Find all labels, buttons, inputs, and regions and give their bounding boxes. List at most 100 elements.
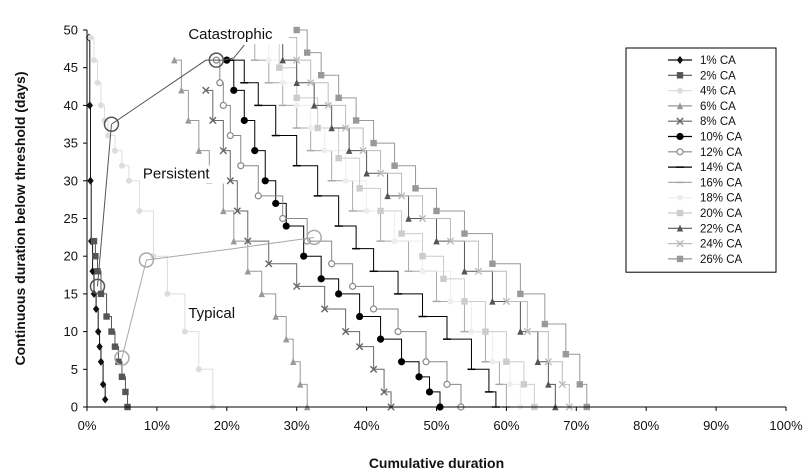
series-line xyxy=(216,59,462,407)
data-point xyxy=(328,260,336,268)
data-point xyxy=(185,116,192,124)
data-point xyxy=(398,230,405,237)
data-point xyxy=(272,199,280,208)
series-line xyxy=(205,89,392,407)
data-point xyxy=(300,252,308,260)
marker-stroke xyxy=(376,169,385,177)
legend-marker xyxy=(676,148,684,156)
data-point xyxy=(293,26,300,34)
data-point xyxy=(544,358,553,366)
annotation-typical: Typical xyxy=(188,305,235,322)
data-point xyxy=(195,146,203,154)
threshold-line xyxy=(96,124,112,287)
data-point xyxy=(363,207,370,214)
annotation-catastrophic: Catastrophic xyxy=(188,26,273,43)
data-point xyxy=(391,238,398,245)
data-point xyxy=(111,147,118,154)
marker-stroke xyxy=(341,327,350,336)
data-point xyxy=(265,260,273,268)
marker-stroke xyxy=(293,56,301,64)
data-point xyxy=(209,116,217,125)
data-point xyxy=(108,328,115,335)
data-point xyxy=(419,268,426,275)
threshold-circle xyxy=(114,350,130,366)
data-point xyxy=(87,34,94,41)
series-line xyxy=(261,37,535,407)
y-tick-label: 10 xyxy=(64,324,78,339)
threshold-line xyxy=(121,236,315,359)
legend-item: 2% CA xyxy=(668,70,736,82)
data-point xyxy=(181,328,188,335)
data-point xyxy=(523,327,532,336)
data-point xyxy=(380,388,388,396)
annotation-bg xyxy=(186,26,289,45)
marker-stroke xyxy=(380,388,388,396)
series-line xyxy=(282,37,570,407)
legend-label: 12% CA xyxy=(700,147,743,159)
legend-item: 26% CA xyxy=(668,254,743,266)
data-point xyxy=(447,298,454,305)
legend-marker xyxy=(677,194,683,201)
legend-marker xyxy=(677,87,683,94)
data-point xyxy=(482,328,489,335)
legend-box xyxy=(625,47,777,273)
legend-label: 26% CA xyxy=(700,254,743,266)
series-12-ca xyxy=(212,56,465,411)
data-point xyxy=(440,275,447,283)
data-point xyxy=(376,169,385,177)
data-point xyxy=(363,169,370,177)
y-tick-label: 5 xyxy=(71,362,78,377)
data-point xyxy=(415,373,423,381)
series-line xyxy=(226,59,441,407)
x-tick-label: 70% xyxy=(563,418,589,433)
marker-stroke xyxy=(265,260,273,268)
data-point xyxy=(122,388,129,396)
legend-label: 14% CA xyxy=(700,162,743,174)
data-point xyxy=(261,177,269,185)
threshold-circle xyxy=(138,252,155,268)
legend-label: 24% CA xyxy=(700,239,743,251)
data-point xyxy=(446,237,455,245)
marker-stroke xyxy=(293,282,301,291)
data-point xyxy=(118,373,126,381)
series-10-ca xyxy=(223,56,444,411)
threshold-circle xyxy=(103,116,120,132)
data-point xyxy=(195,366,202,373)
data-point xyxy=(534,358,542,365)
data-point xyxy=(94,327,102,336)
marker-stroke xyxy=(502,297,511,306)
data-point xyxy=(397,358,406,366)
y-tick-label: 50 xyxy=(64,23,78,38)
y-tick-label: 30 xyxy=(64,173,78,188)
marker-stroke xyxy=(676,239,684,248)
legend-item: 1% CA xyxy=(668,55,736,67)
x-tick-label: 20% xyxy=(214,418,240,433)
series-22-ca xyxy=(265,33,559,411)
marker-stroke xyxy=(209,116,217,125)
data-point xyxy=(489,358,496,365)
series-26-ca xyxy=(293,26,590,411)
legend-item: 4% CA xyxy=(668,86,736,98)
series-4-ca xyxy=(87,34,216,410)
threshold-curve-persistent xyxy=(89,124,112,295)
series-line xyxy=(268,37,556,407)
data-point xyxy=(94,79,101,86)
data-point xyxy=(276,64,283,71)
series-2-ca xyxy=(90,237,131,411)
data-point xyxy=(562,351,570,358)
data-point xyxy=(258,290,265,298)
data-point xyxy=(97,290,105,298)
data-point xyxy=(321,147,328,154)
series-line xyxy=(174,59,308,407)
data-point xyxy=(219,101,227,110)
data-point xyxy=(376,335,385,343)
threshold-circle xyxy=(306,229,322,246)
marker-stroke xyxy=(244,237,252,245)
marker-stroke xyxy=(558,380,567,389)
data-point xyxy=(279,79,286,86)
data-point xyxy=(405,214,412,222)
data-point xyxy=(296,380,304,388)
y-tick-label: 40 xyxy=(64,98,78,113)
data-point xyxy=(283,335,290,343)
marker-stroke xyxy=(355,342,364,351)
